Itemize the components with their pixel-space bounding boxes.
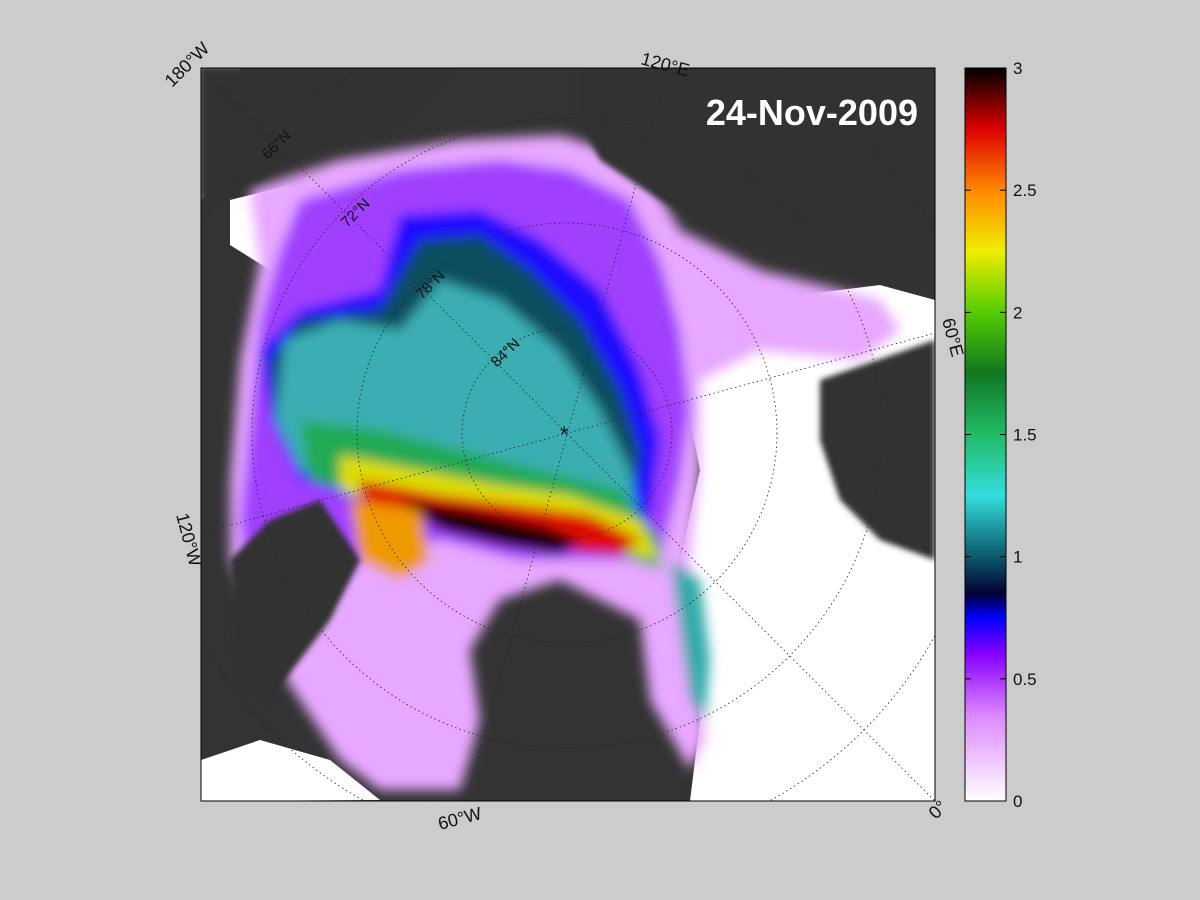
meridian-120 xyxy=(201,332,935,534)
sea-ice-thickness-map: 66°N 72°N 78°N 84°N * xyxy=(201,68,935,801)
colorbar-tick-label: 1 xyxy=(1013,548,1022,567)
longitude-label-60E: 60°E xyxy=(938,316,967,359)
open-water-baffin xyxy=(201,740,380,801)
latitude-circle-84N xyxy=(461,327,673,539)
longitude-label-120W: 120°W xyxy=(172,511,205,569)
colorbar-tick-label: 3 xyxy=(1013,59,1022,78)
sea-ice-layers xyxy=(230,135,900,790)
colorbar-tick-label: 0 xyxy=(1013,792,1022,811)
colorbar-bar xyxy=(964,67,1007,802)
colorbar-tick-label: 0.5 xyxy=(1013,670,1037,689)
colorbar-tick-label: 2.5 xyxy=(1013,181,1037,200)
ice-thickest-black xyxy=(400,500,580,555)
alaska-land xyxy=(201,68,450,200)
graticule xyxy=(201,68,935,801)
colorbar: 0 0.5 1 1.5 2 2.5 3 xyxy=(964,59,1037,811)
ice-fram-strait-teal xyxy=(670,560,710,720)
latitude-circle-72N xyxy=(251,117,883,749)
north-pole-marker: * xyxy=(560,422,569,447)
meridian-0-180 xyxy=(201,68,935,801)
colorbar-tick-label: 1.5 xyxy=(1013,426,1037,445)
latitude-circle-78N xyxy=(356,222,778,644)
colorbar-ticks: 0 0.5 1 1.5 2 2.5 3 xyxy=(965,59,1037,811)
siberia-land xyxy=(580,68,935,280)
colorbar-tick-label: 2 xyxy=(1013,303,1022,322)
meridian-60 xyxy=(465,68,669,801)
map-frame-border xyxy=(200,67,936,802)
land-overlays xyxy=(201,68,935,700)
longitude-label-60W: 60°W xyxy=(436,803,484,834)
canadian-archipelago-land xyxy=(230,500,360,700)
ice-archipelago-multicolor xyxy=(350,500,430,580)
date-label: 24-Nov-2009 xyxy=(706,92,918,133)
scandinavia-land xyxy=(820,340,935,560)
